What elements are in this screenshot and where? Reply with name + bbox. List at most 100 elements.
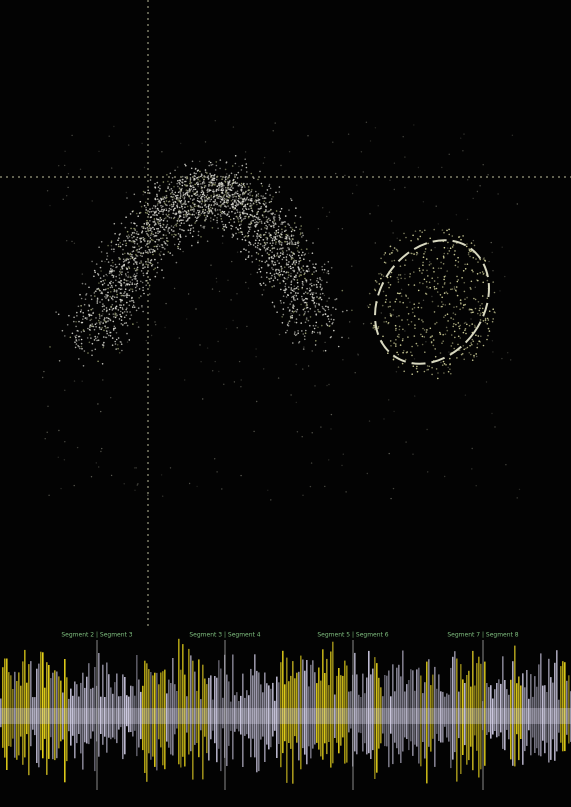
dot bbox=[369, 293, 371, 295]
dot bbox=[474, 325, 476, 327]
dot bbox=[132, 300, 134, 302]
dot bbox=[118, 281, 120, 283]
dot bbox=[115, 267, 117, 269]
dot bbox=[268, 218, 270, 220]
dot bbox=[118, 337, 120, 339]
dot bbox=[191, 168, 193, 170]
dot bbox=[150, 252, 152, 254]
dot bbox=[444, 292, 446, 294]
dot bbox=[90, 337, 92, 339]
dot bbox=[302, 300, 304, 302]
dot bbox=[111, 274, 113, 276]
dot bbox=[260, 208, 262, 210]
dot bbox=[187, 206, 189, 208]
dot bbox=[405, 237, 407, 239]
dot bbox=[86, 317, 88, 319]
dot bbox=[200, 183, 202, 185]
dot bbox=[459, 236, 461, 238]
dot bbox=[342, 228, 343, 229]
dot bbox=[320, 284, 322, 286]
dot bbox=[244, 218, 246, 220]
dot bbox=[140, 201, 142, 203]
dot bbox=[223, 384, 224, 385]
dot bbox=[121, 300, 123, 302]
dot bbox=[414, 307, 416, 309]
dot bbox=[315, 292, 317, 294]
wave-bar bbox=[42, 652, 44, 758]
dot bbox=[141, 143, 142, 144]
dot bbox=[119, 271, 121, 273]
dot bbox=[397, 277, 399, 279]
dot bbox=[169, 232, 171, 234]
dot bbox=[153, 205, 155, 207]
dot bbox=[408, 313, 410, 315]
dot bbox=[369, 420, 370, 421]
dot bbox=[479, 308, 481, 310]
dot bbox=[241, 219, 243, 221]
dot bbox=[191, 182, 193, 184]
dot bbox=[43, 371, 44, 372]
dot bbox=[45, 438, 46, 439]
dot bbox=[141, 232, 143, 234]
dot bbox=[492, 318, 494, 320]
dot bbox=[216, 281, 217, 282]
dot bbox=[68, 173, 69, 174]
dot bbox=[181, 206, 183, 208]
dot bbox=[477, 280, 479, 282]
dot bbox=[464, 282, 466, 284]
dot bbox=[145, 202, 147, 204]
dot bbox=[207, 240, 209, 242]
dot bbox=[198, 195, 200, 197]
dot bbox=[184, 176, 185, 177]
dot bbox=[380, 278, 382, 280]
dot bbox=[196, 192, 198, 194]
dot bbox=[149, 293, 151, 295]
dot bbox=[393, 309, 395, 311]
dot bbox=[259, 283, 261, 285]
dot bbox=[239, 194, 241, 196]
dot bbox=[75, 321, 77, 323]
dot bbox=[151, 233, 153, 235]
dot bbox=[201, 213, 203, 215]
dot bbox=[317, 278, 319, 280]
dot bbox=[316, 303, 318, 305]
dot bbox=[426, 429, 427, 430]
dot bbox=[319, 333, 321, 335]
dot bbox=[275, 237, 277, 239]
dot bbox=[138, 326, 140, 328]
dot bbox=[491, 242, 492, 243]
dot bbox=[316, 286, 318, 288]
dot bbox=[174, 225, 176, 227]
dot bbox=[217, 209, 219, 211]
dot bbox=[291, 287, 293, 289]
dot bbox=[62, 330, 64, 332]
dot bbox=[138, 234, 140, 236]
dot bbox=[102, 379, 103, 380]
dot bbox=[293, 290, 295, 292]
dot bbox=[456, 286, 458, 288]
dot bbox=[320, 286, 322, 288]
dot bbox=[458, 326, 460, 328]
dot bbox=[246, 167, 248, 169]
dot bbox=[170, 193, 172, 195]
dot bbox=[227, 192, 229, 194]
dot bbox=[211, 204, 213, 206]
dot bbox=[140, 253, 142, 255]
dot bbox=[488, 261, 489, 262]
dot bbox=[302, 235, 304, 237]
dot bbox=[115, 306, 117, 308]
dot bbox=[424, 279, 426, 281]
dot bbox=[300, 216, 302, 218]
dot bbox=[296, 311, 298, 313]
dot bbox=[491, 413, 492, 414]
dot bbox=[398, 354, 400, 356]
dot bbox=[127, 231, 129, 233]
dot bbox=[207, 188, 209, 190]
dot bbox=[273, 220, 275, 222]
dot bbox=[424, 371, 426, 373]
dot bbox=[119, 277, 121, 279]
dot bbox=[455, 314, 457, 316]
dot bbox=[232, 206, 234, 208]
dot bbox=[447, 247, 448, 248]
dot bbox=[95, 317, 97, 319]
